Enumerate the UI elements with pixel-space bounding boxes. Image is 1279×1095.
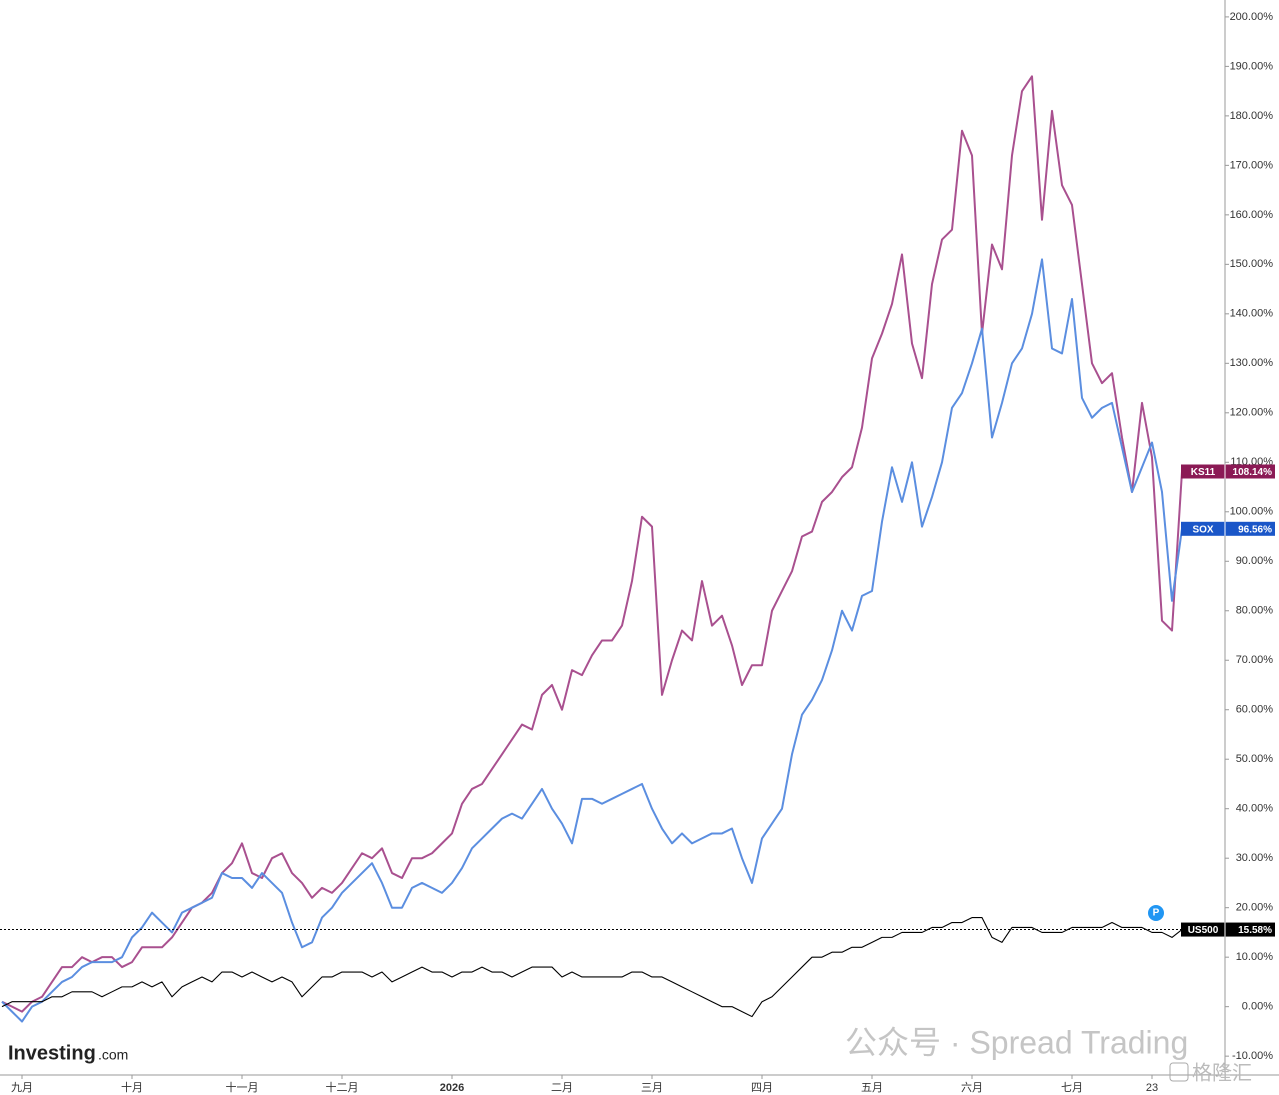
logo-text: Investing	[8, 1042, 96, 1064]
y-tick-label: 150.00%	[1230, 258, 1274, 270]
y-tick-label: 160.00%	[1230, 209, 1274, 221]
y-tick-label: 190.00%	[1230, 60, 1274, 72]
last-label-box	[1181, 521, 1275, 536]
last-label-box	[1181, 464, 1275, 479]
y-tick-label: 20.00%	[1236, 902, 1274, 914]
y-tick-label: 50.00%	[1236, 753, 1274, 765]
series-name: KS11	[1191, 467, 1216, 478]
y-tick-label: 170.00%	[1230, 159, 1274, 171]
last-label-box	[1181, 922, 1275, 937]
y-tick-label: 130.00%	[1230, 357, 1274, 369]
y-tick-label: 60.00%	[1236, 704, 1274, 716]
x-tick-label: 九月	[11, 1081, 33, 1094]
badge: P	[1153, 908, 1160, 919]
last-value-label: 96.56%	[1238, 524, 1272, 535]
x-tick-label: 二月	[551, 1082, 573, 1094]
y-tick-label: 200.00%	[1230, 11, 1274, 23]
last-value-label: 15.58%	[1238, 925, 1272, 936]
y-tick-label: 90.00%	[1236, 555, 1274, 567]
x-tick-label: 十一月	[226, 1080, 259, 1094]
series-line	[1, 258, 1183, 1023]
y-tick-label: 70.00%	[1236, 654, 1274, 666]
series-line	[1, 75, 1183, 1013]
y-tick-label: 30.00%	[1236, 852, 1274, 864]
y-tick-label: -10.00%	[1232, 1050, 1273, 1062]
y-tick-label: 120.00%	[1230, 407, 1274, 419]
watermark: 公众号 · Spread Trading	[845, 1024, 1188, 1060]
x-tick-label: 五月	[861, 1082, 883, 1094]
x-tick-label: 2026	[440, 1082, 464, 1094]
series-line	[1, 917, 1183, 1018]
x-tick-label: 23	[1146, 1082, 1158, 1094]
series-name: US500	[1188, 925, 1219, 936]
logo: Investing .com	[8, 1042, 128, 1064]
last-value-label: 108.14%	[1233, 467, 1273, 478]
y-tick-label: 100.00%	[1230, 506, 1274, 518]
x-tick-label: 十二月	[326, 1080, 359, 1094]
x-tick-label: 四月	[751, 1082, 773, 1094]
y-tick-label: 10.00%	[1236, 951, 1274, 963]
x-tick-label: 十月	[121, 1080, 143, 1094]
x-tick-label: 三月	[641, 1082, 663, 1094]
series-name: SOX	[1192, 524, 1213, 535]
y-tick-label: 140.00%	[1230, 308, 1274, 320]
logo-suffix: .com	[98, 1047, 128, 1063]
y-tick-label: 40.00%	[1236, 803, 1274, 815]
y-tick-label: 80.00%	[1236, 605, 1274, 617]
y-tick-label: 0.00%	[1242, 1001, 1273, 1013]
x-tick-label: 七月	[1061, 1081, 1083, 1094]
y-tick-label: 180.00%	[1230, 110, 1274, 122]
watermark-icon	[1169, 1062, 1189, 1082]
badge-icon	[1148, 905, 1164, 921]
watermark2: 格隆汇	[1192, 1061, 1252, 1084]
x-tick-label: 六月	[961, 1081, 983, 1094]
